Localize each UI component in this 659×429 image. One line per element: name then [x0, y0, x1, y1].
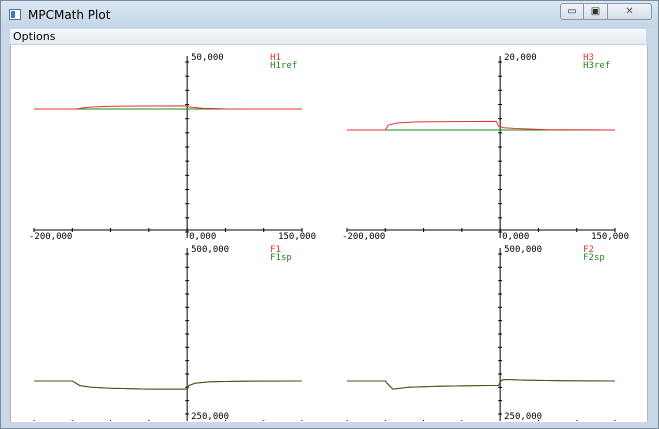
- series-line-f2: [347, 378, 616, 390]
- app-icon[interactable]: [9, 9, 21, 20]
- maximize-button[interactable]: ▣: [584, 3, 608, 20]
- x-tick-label: -200,000: [342, 232, 385, 242]
- y-top-label: 50,000: [191, 53, 224, 63]
- y-top-label: 500,000: [504, 245, 542, 255]
- window-controls: ▭ ▣ ✕: [560, 3, 652, 21]
- series-line-h3: [347, 120, 616, 131]
- plot-canvas: [10, 45, 648, 422]
- y-bottom-label: 250,000: [504, 412, 542, 421]
- menu-item-options[interactable]: Options: [13, 30, 56, 43]
- legend-entry: F2: [583, 245, 594, 255]
- x-tick-label: -200,000: [29, 232, 72, 242]
- legend-entry: H1: [270, 53, 281, 63]
- window-title: MPCMath Plot: [28, 8, 111, 22]
- series-line-f1: [34, 380, 303, 390]
- minimize-button[interactable]: ▭: [560, 3, 584, 20]
- y-top-label: 500,000: [191, 245, 229, 255]
- x-tick-label: 0,000: [502, 232, 529, 242]
- legend-entry: H3ref: [583, 61, 610, 71]
- x-tick-label: 150,000: [591, 232, 629, 242]
- x-tick-label: 150,000: [278, 232, 316, 242]
- x-tick-label: 0,000: [189, 232, 216, 242]
- legend-entry: H1ref: [270, 61, 297, 71]
- legend-entry: F1sp: [270, 253, 292, 263]
- title-bar[interactable]: MPCMath Plot ▭ ▣ ✕: [1, 1, 658, 28]
- menu-bar: Options: [10, 29, 646, 45]
- y-bottom-label: 250,000: [191, 412, 229, 421]
- series-line-h1: [34, 105, 302, 110]
- legend-entry: H3: [583, 53, 594, 63]
- y-top-label: 20,000: [504, 53, 537, 63]
- legend-entry: F2sp: [583, 253, 605, 263]
- legend-entry: F1: [270, 245, 281, 255]
- close-button[interactable]: ✕: [608, 3, 652, 20]
